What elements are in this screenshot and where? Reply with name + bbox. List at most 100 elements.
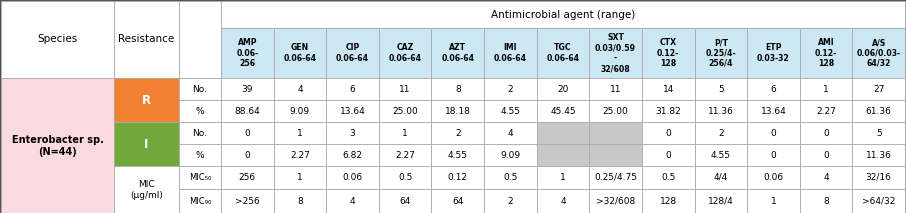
Text: 9.09: 9.09 bbox=[500, 151, 520, 160]
Text: No.: No. bbox=[192, 85, 207, 94]
Bar bbox=[1, 78, 114, 213]
Text: AMI
0.12-
128: AMI 0.12- 128 bbox=[815, 38, 837, 68]
Bar bbox=[853, 189, 905, 213]
Text: 2.27: 2.27 bbox=[290, 151, 310, 160]
Bar bbox=[431, 166, 484, 189]
Bar bbox=[431, 144, 484, 166]
Text: MIC₉₀: MIC₉₀ bbox=[188, 197, 211, 206]
Bar bbox=[589, 100, 642, 122]
Text: 0: 0 bbox=[245, 151, 250, 160]
Bar bbox=[326, 78, 379, 100]
Text: 64: 64 bbox=[452, 197, 464, 206]
Text: 4: 4 bbox=[560, 197, 566, 206]
Text: P/T
0.25/4-
256/4: P/T 0.25/4- 256/4 bbox=[706, 38, 737, 68]
Bar bbox=[853, 122, 905, 144]
Bar bbox=[326, 166, 379, 189]
Bar bbox=[274, 122, 326, 144]
Text: 9.09: 9.09 bbox=[290, 106, 310, 115]
Text: 61.36: 61.36 bbox=[866, 106, 892, 115]
Text: No.: No. bbox=[192, 128, 207, 138]
Text: %: % bbox=[196, 106, 205, 115]
Text: CAZ
0.06-64: CAZ 0.06-64 bbox=[389, 43, 421, 63]
Text: 0: 0 bbox=[665, 128, 671, 138]
Text: 4/4: 4/4 bbox=[714, 173, 728, 182]
Bar bbox=[747, 78, 800, 100]
Bar bbox=[221, 122, 274, 144]
Text: 0: 0 bbox=[771, 151, 776, 160]
Bar bbox=[853, 100, 905, 122]
Bar bbox=[695, 100, 747, 122]
Bar bbox=[114, 166, 179, 213]
Text: AZT
0.06-64: AZT 0.06-64 bbox=[441, 43, 475, 63]
Text: 2.27: 2.27 bbox=[816, 106, 836, 115]
Text: 6.82: 6.82 bbox=[342, 151, 362, 160]
Text: Species: Species bbox=[37, 35, 78, 45]
Bar bbox=[379, 78, 431, 100]
Text: AMP
0.06-
256: AMP 0.06- 256 bbox=[236, 38, 258, 68]
Text: 2.27: 2.27 bbox=[395, 151, 415, 160]
Bar bbox=[179, 144, 221, 166]
Bar bbox=[484, 144, 536, 166]
Bar bbox=[221, 28, 274, 78]
Text: 0.06: 0.06 bbox=[764, 173, 784, 182]
Text: 13.64: 13.64 bbox=[340, 106, 365, 115]
Text: 4.55: 4.55 bbox=[448, 151, 467, 160]
Bar bbox=[853, 144, 905, 166]
Bar bbox=[221, 78, 274, 100]
Bar bbox=[747, 122, 800, 144]
Bar bbox=[221, 166, 274, 189]
Text: 0: 0 bbox=[824, 128, 829, 138]
Text: SXT
0.03/0.59
-
32/608: SXT 0.03/0.59 - 32/608 bbox=[595, 33, 636, 73]
Bar bbox=[431, 122, 484, 144]
Bar bbox=[179, 122, 221, 144]
Text: R: R bbox=[142, 94, 151, 106]
Bar bbox=[695, 122, 747, 144]
Bar bbox=[221, 144, 274, 166]
Text: 128: 128 bbox=[660, 197, 677, 206]
Bar bbox=[800, 166, 853, 189]
Bar bbox=[221, 1, 905, 28]
Text: 8: 8 bbox=[824, 197, 829, 206]
Text: A/S
0.06/0.03-
64/32: A/S 0.06/0.03- 64/32 bbox=[857, 38, 901, 68]
Bar bbox=[642, 100, 695, 122]
Bar bbox=[379, 166, 431, 189]
Text: 1: 1 bbox=[824, 85, 829, 94]
Text: 6: 6 bbox=[771, 85, 776, 94]
Bar bbox=[536, 122, 589, 144]
Bar bbox=[179, 166, 221, 189]
Text: Enterobacter sp.
(N=44): Enterobacter sp. (N=44) bbox=[12, 135, 103, 157]
Text: 0.25/4.75: 0.25/4.75 bbox=[594, 173, 637, 182]
Text: 39: 39 bbox=[242, 85, 253, 94]
Bar bbox=[536, 28, 589, 78]
Text: GEN
0.06-64: GEN 0.06-64 bbox=[284, 43, 316, 63]
Bar bbox=[179, 100, 221, 122]
Bar bbox=[274, 166, 326, 189]
Text: 0.06: 0.06 bbox=[342, 173, 362, 182]
Text: TGC
0.06-64: TGC 0.06-64 bbox=[546, 43, 580, 63]
Bar bbox=[853, 28, 905, 78]
Bar bbox=[589, 189, 642, 213]
Text: 0.5: 0.5 bbox=[503, 173, 517, 182]
Bar bbox=[114, 122, 179, 166]
Text: 6: 6 bbox=[350, 85, 355, 94]
Text: 31.82: 31.82 bbox=[655, 106, 681, 115]
Bar bbox=[379, 144, 431, 166]
Bar bbox=[800, 100, 853, 122]
Text: 0: 0 bbox=[771, 128, 776, 138]
Bar bbox=[221, 189, 274, 213]
Bar bbox=[853, 78, 905, 100]
Bar bbox=[179, 78, 221, 100]
Bar bbox=[536, 189, 589, 213]
Bar bbox=[589, 28, 642, 78]
Bar bbox=[747, 28, 800, 78]
Bar bbox=[484, 122, 536, 144]
Bar bbox=[431, 78, 484, 100]
Text: 2: 2 bbox=[507, 197, 513, 206]
Text: 4: 4 bbox=[824, 173, 829, 182]
Bar bbox=[800, 78, 853, 100]
Text: 20: 20 bbox=[557, 85, 569, 94]
Text: 2: 2 bbox=[455, 128, 460, 138]
Text: 14: 14 bbox=[662, 85, 674, 94]
Bar bbox=[536, 144, 589, 166]
Text: 1: 1 bbox=[771, 197, 776, 206]
